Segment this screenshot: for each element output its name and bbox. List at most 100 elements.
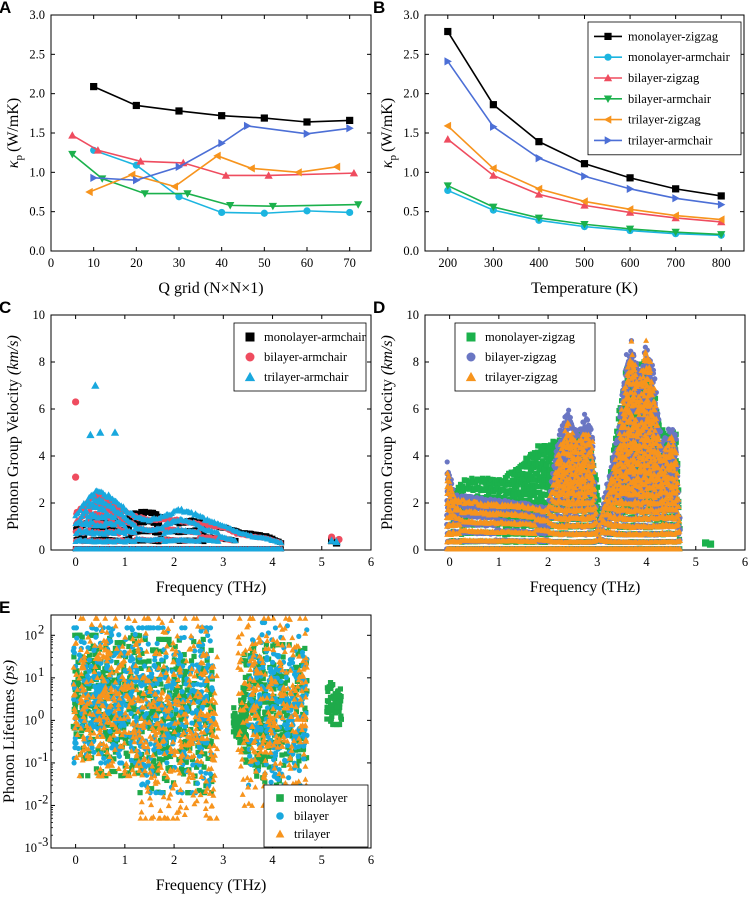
y-tick-label: 2.5	[29, 47, 45, 61]
data-point	[530, 455, 537, 461]
data-point	[534, 190, 544, 198]
data-point	[511, 472, 517, 478]
y-tick-label: 4	[39, 449, 46, 463]
legend-marker	[604, 53, 612, 61]
data-point	[497, 481, 503, 487]
x-tick-label: 30	[173, 256, 186, 270]
x-tick-label: 400	[530, 256, 549, 270]
data-point	[614, 444, 620, 450]
data-point	[526, 486, 532, 492]
legend-marker	[244, 371, 256, 382]
data-point	[218, 112, 226, 120]
data-point	[79, 503, 86, 509]
data-point	[532, 500, 539, 506]
data-point	[268, 202, 278, 211]
series-trilayer-armchair	[90, 121, 354, 185]
data-point	[86, 430, 95, 439]
data-point	[534, 214, 544, 223]
data-point	[504, 491, 510, 497]
data-point	[527, 496, 533, 502]
data-point	[537, 489, 543, 495]
x-tick-label: 800	[712, 256, 731, 270]
y-tick-label: 2	[39, 496, 45, 510]
data-point	[516, 469, 522, 475]
data-point	[529, 473, 535, 479]
y-tick-label: 4	[413, 449, 420, 463]
y-label-kappa: κ	[5, 160, 22, 168]
data-point	[443, 121, 452, 131]
data-point	[175, 107, 183, 115]
y-label-unit: (km/s)	[5, 335, 22, 375]
data-point	[140, 190, 150, 198]
y-label-subscript: p	[387, 155, 399, 161]
data-point	[175, 193, 183, 201]
data-point	[247, 164, 255, 173]
data-point	[626, 174, 634, 182]
data-point	[303, 207, 311, 215]
data-point	[664, 440, 670, 446]
y-tick-label: 1.0	[403, 165, 419, 179]
data-point	[78, 513, 85, 519]
data-point	[537, 475, 544, 481]
data-point	[489, 101, 497, 109]
legend-label: trilayer-armchair	[264, 370, 349, 384]
data-point	[547, 442, 554, 448]
data-point	[592, 472, 598, 478]
data-point	[83, 518, 90, 524]
data-point	[83, 508, 90, 514]
data-point	[226, 202, 235, 210]
data-point	[637, 361, 644, 367]
data-point	[489, 203, 498, 212]
data-point	[515, 482, 521, 488]
y-axis-label: κp(W/mK)	[5, 98, 25, 168]
data-point	[81, 534, 88, 540]
data-point	[518, 479, 524, 486]
data-point	[122, 523, 129, 529]
data-point	[303, 118, 311, 126]
data-point	[479, 475, 486, 481]
x-tick-label: 40	[215, 256, 228, 270]
data-point	[120, 503, 127, 509]
data-point	[535, 138, 543, 146]
data-point	[597, 506, 603, 512]
data-point	[213, 151, 221, 160]
data-point	[133, 176, 141, 185]
data-point	[96, 428, 105, 436]
y-tick-label: 1.5	[403, 126, 419, 140]
data-point	[136, 157, 145, 165]
panel-label: A	[0, 0, 11, 17]
data-point	[548, 451, 554, 457]
data-point	[488, 485, 494, 491]
data-point	[717, 200, 726, 209]
data-point	[131, 522, 138, 528]
data-point	[625, 208, 635, 216]
x-axis-label: Frequency (THz)	[156, 579, 267, 596]
data-point	[528, 476, 534, 482]
data-point	[593, 477, 599, 483]
data-point	[526, 463, 533, 469]
x-axis-label: Q grid (N×N×1)	[158, 280, 263, 297]
data-point	[539, 494, 545, 500]
data-point	[460, 483, 466, 489]
series-line	[93, 125, 350, 182]
data-point	[178, 505, 185, 511]
y-tick-label: 0.0	[403, 244, 419, 258]
data-point	[535, 470, 541, 476]
data-point	[90, 173, 98, 182]
y-tick-label: 10	[33, 308, 46, 322]
x-tick-label: 3	[220, 555, 226, 569]
data-point	[660, 427, 666, 433]
y-tick-label: 3.0	[29, 8, 45, 22]
data-point	[456, 487, 462, 493]
y-tick-label: 2.5	[403, 47, 419, 61]
legend-marker	[245, 352, 255, 362]
x-tick-label: 70	[343, 256, 356, 270]
data-point	[90, 82, 98, 91]
data-point	[68, 150, 77, 159]
data-point	[536, 443, 542, 449]
x-tick-label: 6	[368, 555, 374, 569]
x-tick-label: 4	[643, 555, 650, 569]
y-tick-label: 0.5	[403, 205, 419, 219]
y-axis-label: Phonon Group Velocity (km/s)	[5, 335, 22, 530]
series-trilayer-zigzag	[443, 121, 725, 224]
